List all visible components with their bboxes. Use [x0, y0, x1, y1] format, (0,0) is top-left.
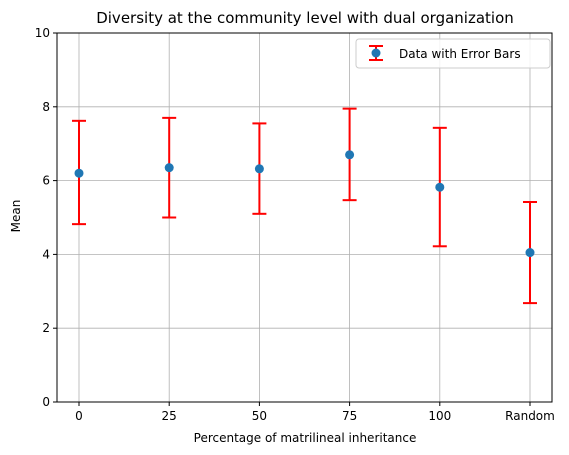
legend-point — [371, 48, 381, 58]
x-tick-label: 25 — [162, 409, 177, 423]
y-tick-label: 4 — [42, 247, 50, 261]
y-axis-label: Mean — [9, 200, 23, 233]
data-point — [74, 168, 84, 178]
x-tick-label: 100 — [428, 409, 451, 423]
data-point — [435, 182, 445, 192]
y-tick-label: 10 — [35, 26, 50, 40]
y-tick-label: 0 — [42, 395, 50, 409]
data-points — [74, 150, 535, 258]
x-tick-label: Random — [505, 409, 555, 423]
data-point — [254, 164, 264, 174]
data-point — [164, 163, 174, 173]
legend-label: Data with Error Bars — [399, 47, 521, 61]
x-tick-label: 50 — [252, 409, 267, 423]
legend-marker — [369, 45, 383, 61]
x-axis-ticks: 0 25 50 75 100 Random — [75, 402, 555, 423]
x-tick-label: 0 — [75, 409, 83, 423]
y-tick-label: 2 — [42, 321, 50, 335]
data-point — [345, 150, 355, 160]
legend: Data with Error Bars — [355, 38, 551, 69]
chart-title: Diversity at the community level with du… — [96, 9, 514, 27]
x-axis-label: Percentage of matrilineal inheritance — [194, 431, 417, 445]
grid — [57, 32, 552, 403]
y-axis-ticks: 0 2 4 6 8 10 — [35, 26, 57, 409]
data-point — [525, 248, 535, 258]
y-tick-label: 6 — [42, 174, 50, 188]
plot-frame — [56, 32, 553, 403]
y-tick-label: 8 — [42, 100, 50, 114]
error-bars — [72, 107, 537, 305]
x-tick-label: 75 — [342, 409, 357, 423]
legend-box — [355, 38, 551, 69]
